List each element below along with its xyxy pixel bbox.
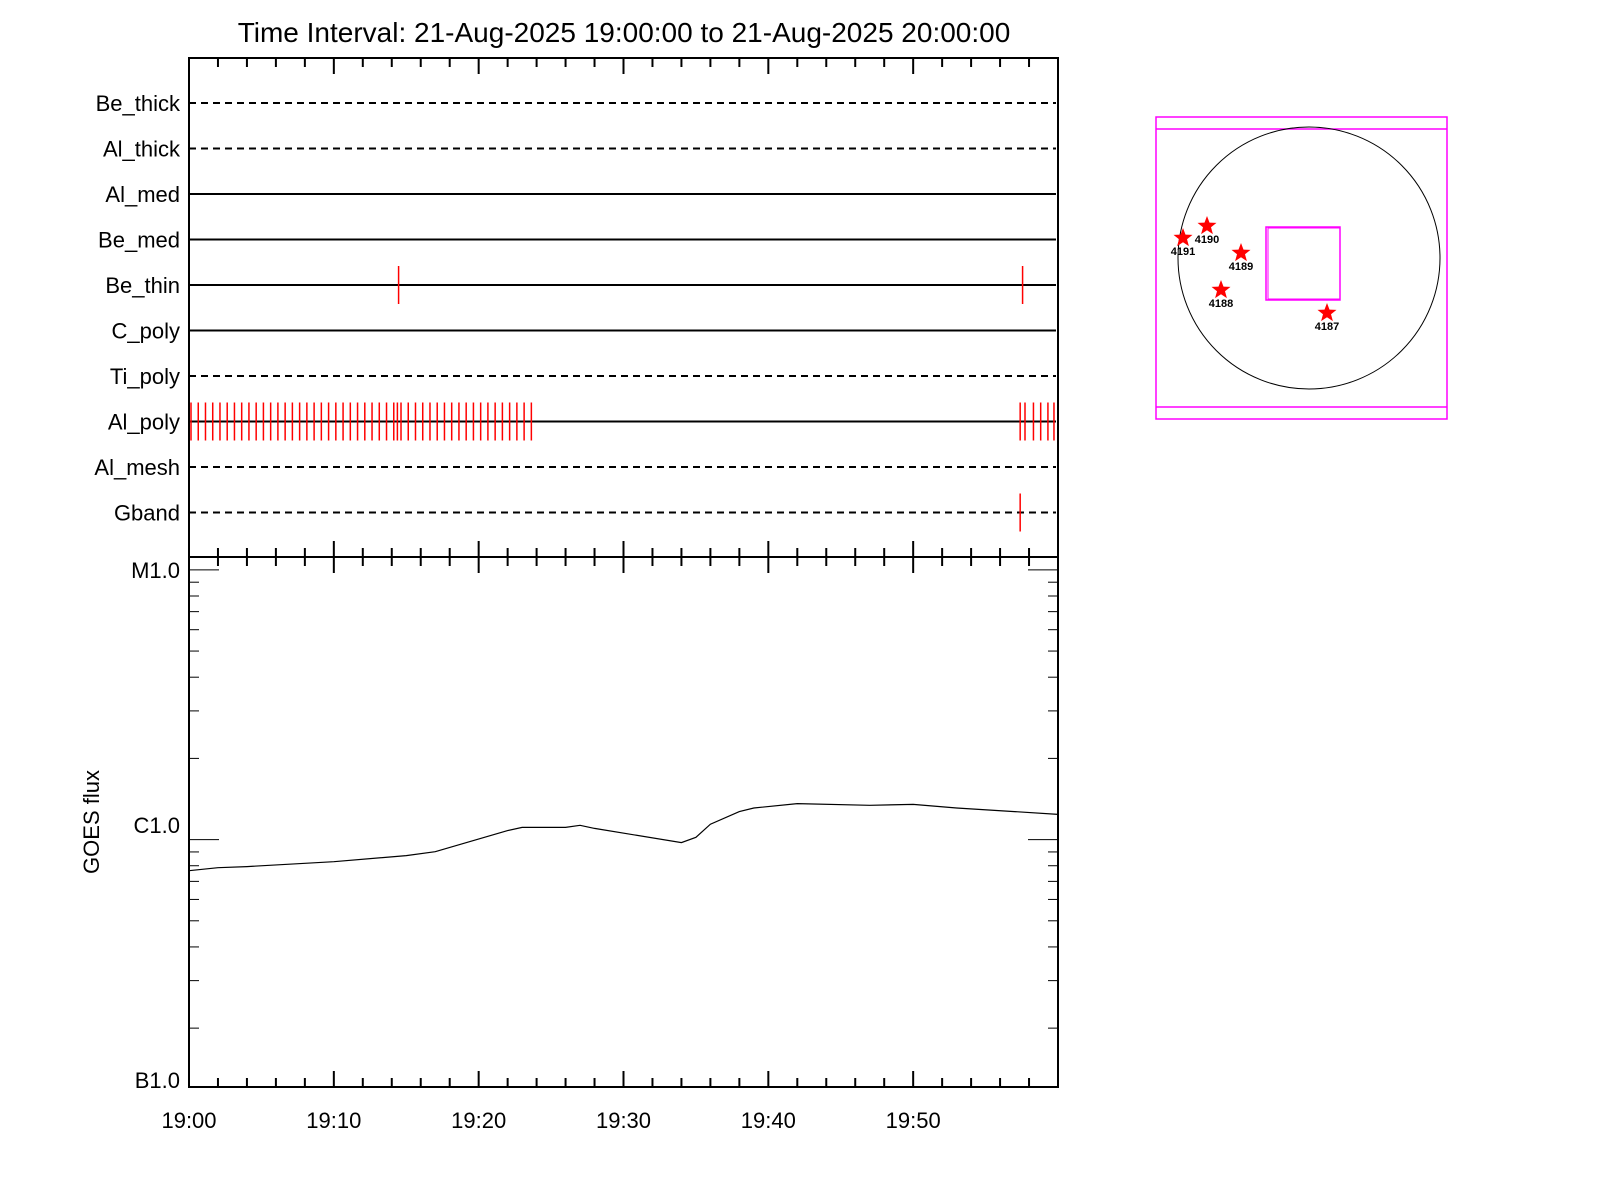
active-region-label: 4187 <box>1315 321 1339 333</box>
x-tick-label: 19:00 <box>161 1108 216 1133</box>
active-region-label: 4191 <box>1171 246 1195 258</box>
fov-frame <box>1155 116 1448 420</box>
x-tick-label: 19:40 <box>741 1108 796 1133</box>
y-axis-label: GOES flux <box>79 770 104 874</box>
star-icon <box>1211 280 1231 299</box>
row-label: Ti_poly <box>110 364 180 389</box>
chart-title: Time Interval: 21-Aug-2025 19:00:00 to 2… <box>238 17 1011 48</box>
row-label: Al_thick <box>103 137 181 162</box>
pointing-box <box>1265 226 1341 301</box>
panel-frame <box>188 556 1059 1088</box>
x-tick-label: 19:50 <box>886 1108 941 1133</box>
row-label: C_poly <box>112 319 180 344</box>
solar-limb <box>1177 126 1441 390</box>
y-tick-label: B1.0 <box>135 1068 180 1093</box>
goes-flux-panel: M1.0 C1.0 B1.0 19:00 19:10 19:20 19:30 19:40 19:… <box>131 556 1059 1133</box>
row-label: Al_poly <box>108 410 180 435</box>
y-tick-label: M1.0 <box>131 558 180 583</box>
active-region-label: 4189 <box>1229 261 1253 273</box>
y-tick-label: C1.0 <box>134 813 180 838</box>
row-label: Al_med <box>105 182 180 207</box>
star-icon <box>1317 303 1337 322</box>
star-icon <box>1173 228 1193 247</box>
active-region-label: 4188 <box>1209 298 1233 310</box>
row-label: Be_med <box>98 228 180 253</box>
row-label: Be_thin <box>105 273 180 298</box>
row-label: Gband <box>114 501 180 526</box>
star-icon <box>1197 216 1217 235</box>
x-tick-label: 19:30 <box>596 1108 651 1133</box>
row-label: Be_thick <box>96 91 181 116</box>
row-label: Al_mesh <box>94 455 180 480</box>
x-tick-label: 19:10 <box>306 1108 361 1133</box>
filter-timeline-panel: Be_thick Al_thick Al_med Be_med Be_thin C_pol… <box>94 57 1059 558</box>
goes-flux-line <box>188 802 1059 872</box>
panel-frame <box>188 57 1059 558</box>
pointing-box <box>1267 227 1341 300</box>
active-region-label: 4190 <box>1195 234 1219 246</box>
x-tick-label: 19:20 <box>451 1108 506 1133</box>
star-icon <box>1231 243 1251 262</box>
